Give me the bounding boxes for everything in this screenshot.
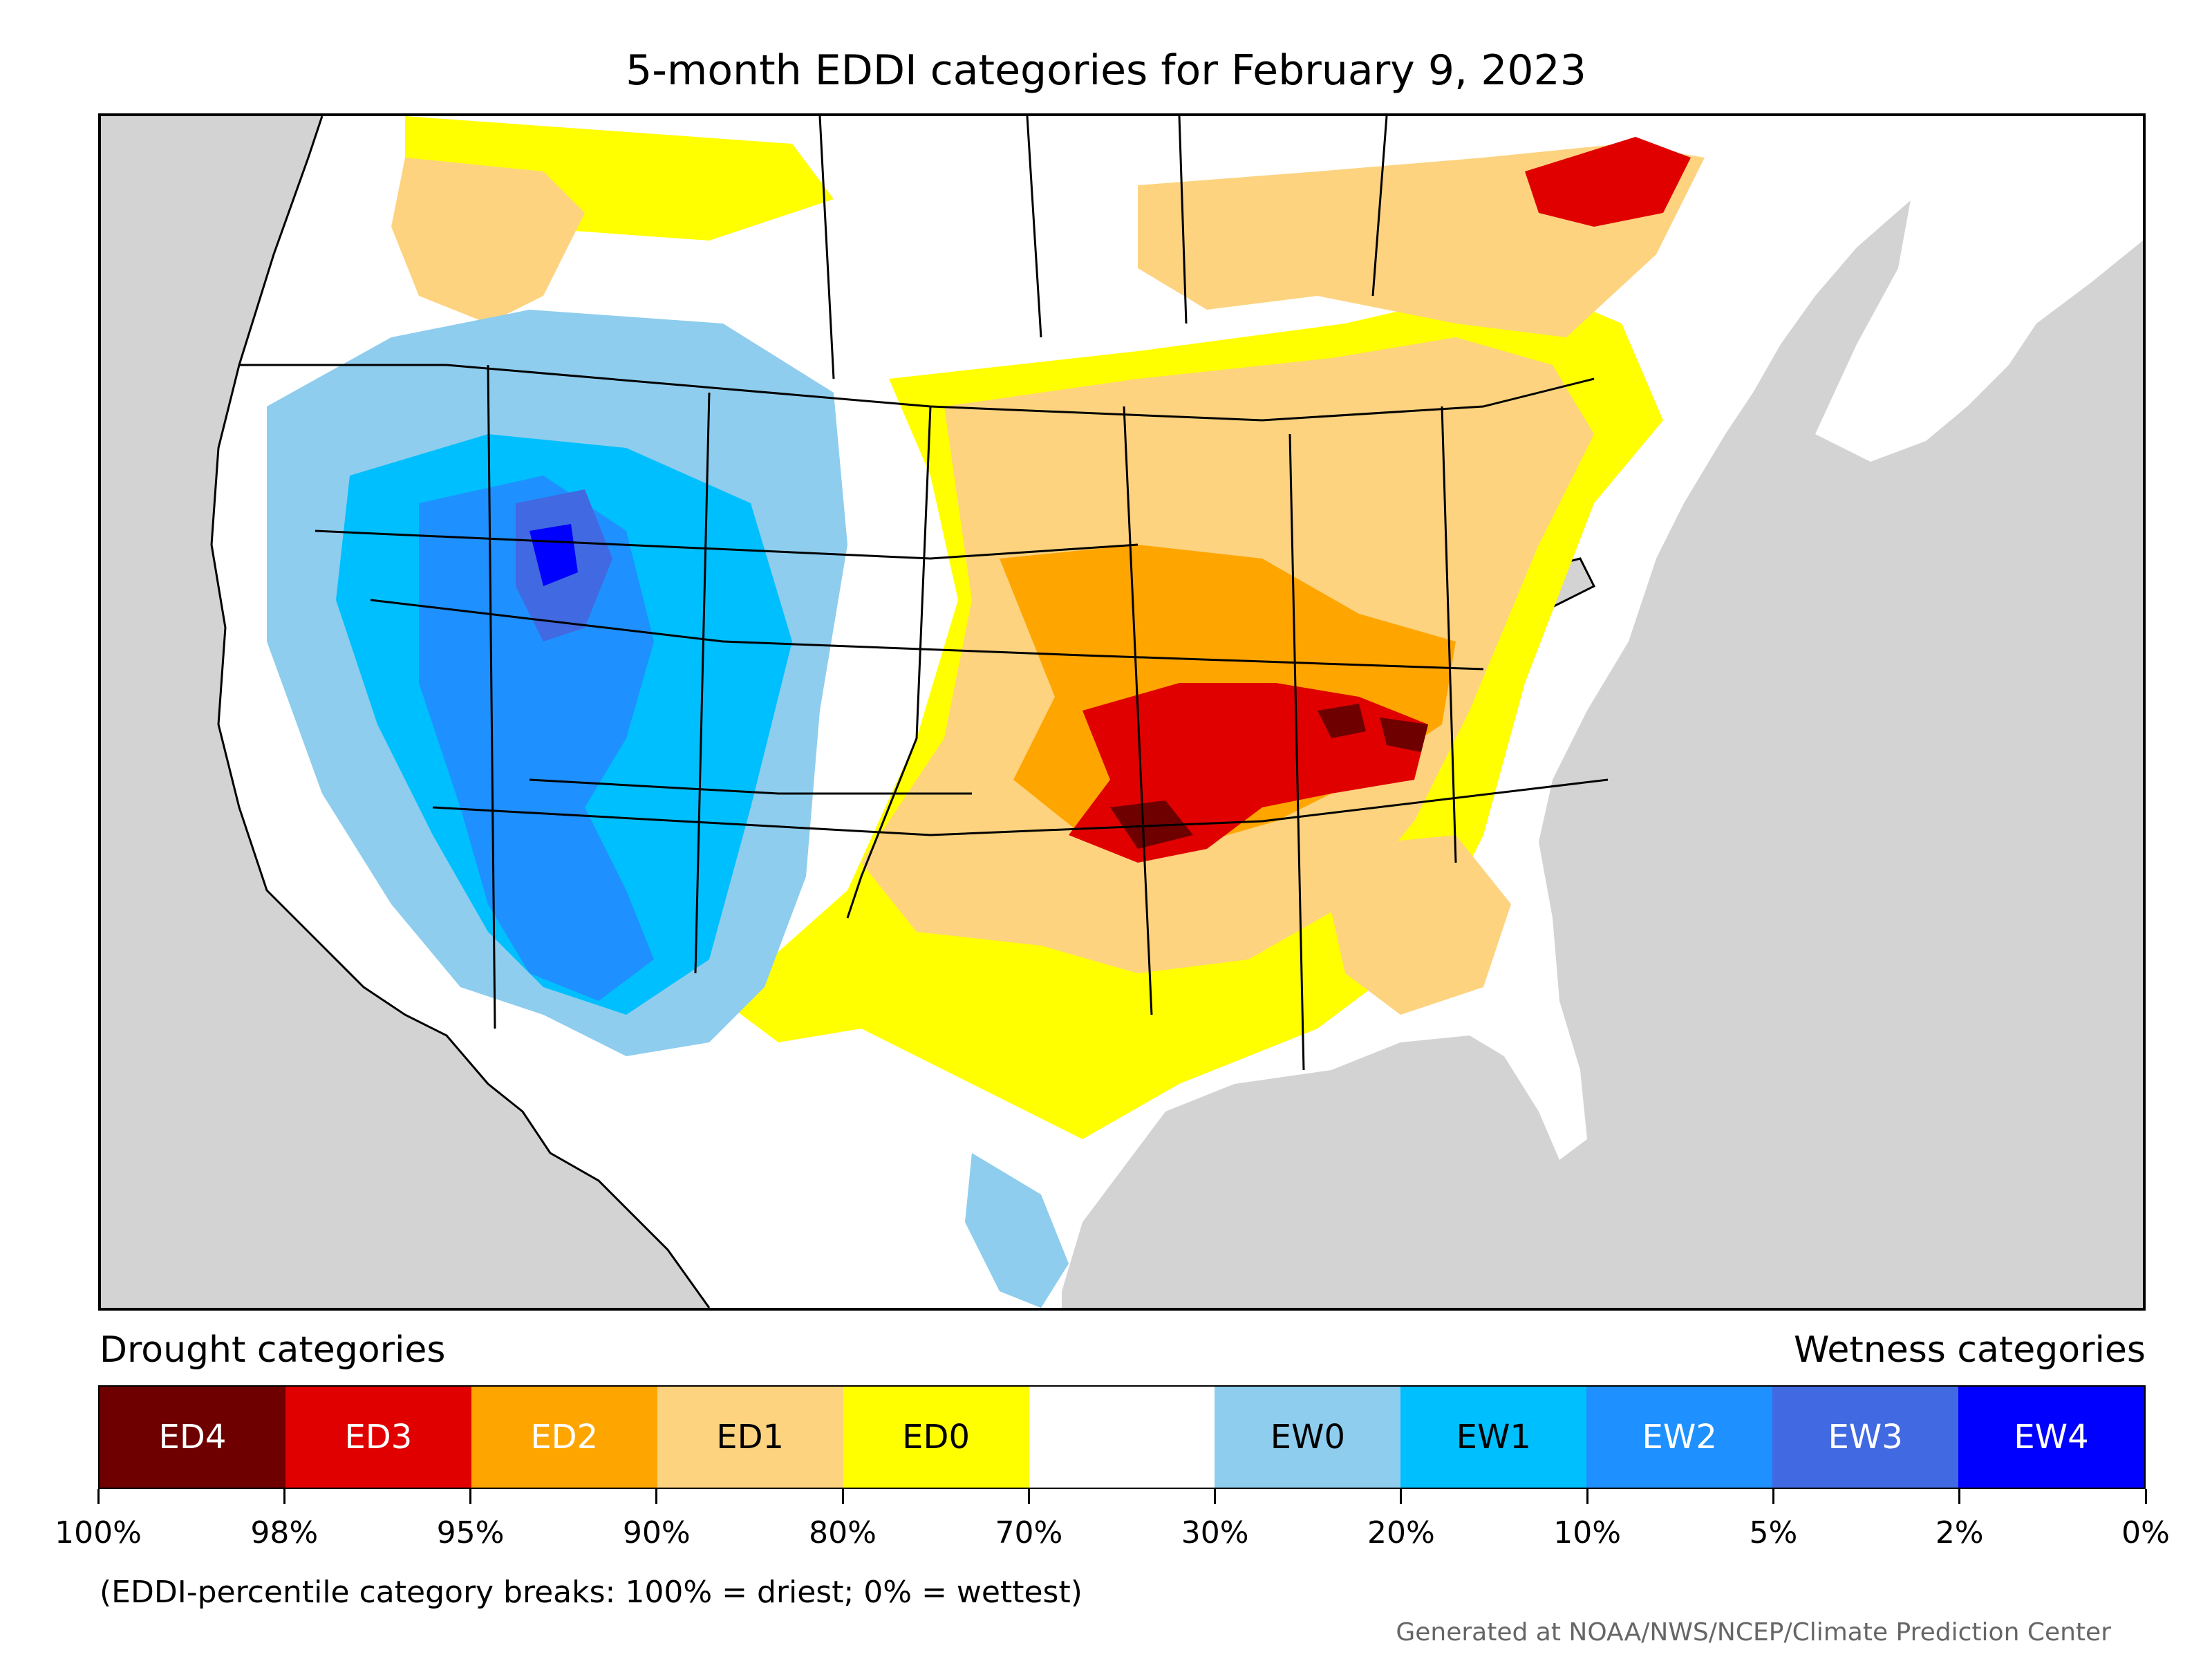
colorbar-tick-label: 95% (436, 1515, 505, 1550)
colorbar-tick (2144, 1489, 2147, 1504)
wetness-categories-heading: Wetness categories (1794, 1329, 2146, 1371)
colorbar-tick (1958, 1489, 1961, 1504)
coastline (210, 116, 711, 1308)
region-ed1-pnw (391, 158, 585, 324)
political-borders (239, 116, 1609, 1071)
region-ew0-texas (965, 1153, 1069, 1308)
legend-cell-ew4: EW4 (1958, 1387, 2144, 1488)
colorbar-tick (1214, 1489, 1217, 1504)
drought-categories-heading: Drought categories (100, 1329, 446, 1371)
colorbar-tick (655, 1489, 658, 1504)
legend-cell-ew1: EW1 (1400, 1387, 1587, 1488)
legend-cell-ew2: EW2 (1586, 1387, 1773, 1488)
legend-cell-ed3: ED3 (285, 1387, 471, 1488)
colorbar-tick-label: 80% (809, 1515, 877, 1550)
region-ed1-southeast (1318, 835, 1511, 1015)
colorbar-tick (283, 1489, 285, 1504)
colorbar-tick-label: 0% (2121, 1515, 2170, 1550)
legend-cell-neutral (1029, 1387, 1215, 1488)
region-ew4 (529, 524, 578, 586)
legend-cell-ed0: ED0 (843, 1387, 1029, 1488)
colorbar-tick (469, 1489, 472, 1504)
colorbar-tick (1400, 1489, 1403, 1504)
colorbar-tick-label: 5% (1749, 1515, 1798, 1550)
region-ed4 (1110, 704, 1428, 849)
colorbar-tick-label: 20% (1367, 1515, 1435, 1550)
colorbar-ticks (97, 1489, 2147, 1506)
eddi-map (98, 113, 2146, 1311)
colorbar-tick (1586, 1489, 1588, 1504)
region-ew2 (419, 476, 654, 1001)
colorbar-tick (97, 1489, 100, 1504)
legend-cell-ed2: ED2 (471, 1387, 657, 1488)
map-title: 5-month EDDI categories for February 9, … (626, 46, 1586, 95)
colorbar-tick (841, 1489, 844, 1504)
colorbar-tick-label: 98% (250, 1515, 319, 1550)
colorbar-tick (1027, 1489, 1030, 1504)
map-canvas (101, 116, 2143, 1308)
colorbar-tick-label: 10% (1553, 1515, 1622, 1550)
colorbar-tick-label: 90% (622, 1515, 691, 1550)
credit-line: Generated at NOAA/NWS/NCEP/Climate Predi… (1396, 1618, 2111, 1647)
region-ed3-northeast (1525, 137, 1691, 227)
category-colorbar: ED4 ED3 ED2 ED1 ED0 EW0 EW1 EW2 EW3 EW4 (98, 1385, 2146, 1489)
colorbar-tick (1772, 1489, 1774, 1504)
legend-cell-ed4: ED4 (100, 1387, 285, 1488)
colorbar-tick-label: 70% (995, 1515, 1063, 1550)
legend-cell-ed1: ED1 (657, 1387, 843, 1488)
land-canada-east (1815, 116, 2143, 462)
legend-cell-ew3: EW3 (1772, 1387, 1959, 1488)
category-breaks-note: (EDDI-percentile category breaks: 100% =… (100, 1575, 1082, 1610)
colorbar-tick-label: 2% (1935, 1515, 1984, 1550)
legend-cell-ew0: EW0 (1215, 1387, 1401, 1488)
colorbar-tick-label: 30% (1181, 1515, 1249, 1550)
colorbar-tick-label: 100% (55, 1515, 142, 1550)
